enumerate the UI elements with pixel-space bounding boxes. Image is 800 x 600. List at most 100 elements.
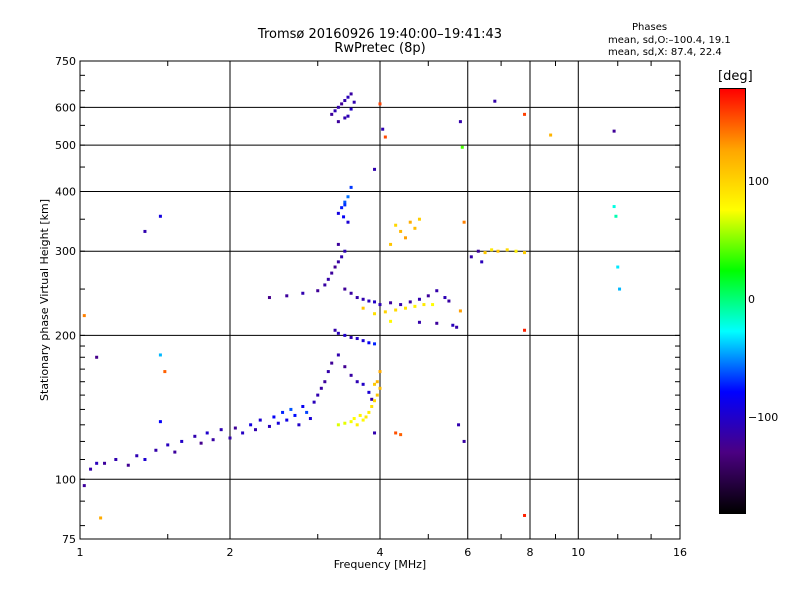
colorbar-tick-label: 100 (748, 175, 769, 189)
data-point (272, 415, 276, 419)
data-point (343, 249, 347, 253)
data-point (301, 291, 305, 295)
data-point (180, 439, 184, 443)
data-point (612, 205, 616, 209)
data-point (361, 306, 365, 310)
data-point (549, 133, 553, 137)
data-point (330, 271, 334, 275)
data-point (378, 303, 382, 307)
stats-heading: Phases (632, 22, 668, 33)
grid-lines (80, 61, 680, 539)
data-point (143, 229, 147, 233)
data-point (305, 410, 309, 414)
data-point (349, 291, 353, 295)
data-point (316, 289, 320, 293)
data-point (336, 331, 340, 335)
data-point (154, 448, 158, 452)
colorbar-tick-label: −100 (748, 410, 779, 424)
data-point (343, 421, 347, 425)
data-point (476, 249, 480, 253)
y-tick-label: 300 (55, 245, 76, 258)
data-point (319, 386, 323, 390)
data-point (336, 120, 340, 124)
data-point (166, 443, 170, 447)
data-point (355, 423, 359, 427)
data-point (285, 418, 289, 422)
data-point (496, 249, 500, 253)
data-point (614, 214, 618, 218)
phase-colorbar (719, 88, 746, 514)
data-point (349, 335, 353, 339)
data-point (193, 434, 197, 438)
data-point (457, 423, 461, 427)
data-point (276, 421, 280, 425)
data-point (355, 380, 359, 384)
data-point (89, 467, 93, 471)
data-point (378, 370, 382, 374)
data-point (381, 127, 385, 131)
y-axis-label: Stationary phase Virtual Height [km] (38, 199, 51, 401)
data-point (301, 404, 305, 408)
data-point (373, 167, 377, 171)
data-point (413, 304, 417, 308)
data-point (435, 289, 439, 293)
data-point (342, 215, 346, 219)
data-point (523, 328, 527, 332)
data-point (326, 277, 330, 281)
data-point (349, 92, 353, 96)
data-point (343, 333, 347, 337)
y-tick-label: 100 (55, 473, 76, 486)
data-point (355, 296, 359, 300)
data-point (349, 373, 353, 377)
data-point (451, 323, 455, 327)
data-point (336, 353, 340, 357)
data-point (367, 299, 371, 303)
data-point (383, 135, 387, 139)
data-point (413, 226, 417, 230)
data-point (399, 433, 403, 437)
data-point (431, 303, 435, 307)
data-point (95, 355, 99, 359)
stats-x-mode: mean, sd,X: 87.4, 22.4 (608, 47, 722, 58)
data-point (447, 299, 451, 303)
data-point (373, 382, 377, 386)
data-point (458, 309, 462, 313)
data-point (352, 417, 356, 421)
data-point (490, 248, 494, 252)
data-point (103, 461, 107, 465)
y-tick-label: 500 (55, 139, 76, 152)
x-tick-label: 1 (77, 546, 84, 559)
data-point (417, 297, 421, 301)
data-point (483, 251, 487, 255)
stats-o-mode: mean, sd,O:–100.4, 19.1 (608, 35, 731, 46)
data-point (389, 301, 393, 305)
x-tick-label: 16 (673, 546, 687, 559)
data-point (349, 420, 353, 424)
data-point (340, 102, 344, 106)
x-axis-label: Frequency [MHz] (334, 558, 426, 571)
data-point (422, 303, 426, 307)
x-tick-label: 10 (571, 546, 585, 559)
data-point (458, 120, 462, 124)
x-tick-label: 4 (377, 546, 384, 559)
data-point (126, 463, 130, 467)
data-point (333, 265, 337, 269)
data-point (514, 249, 518, 253)
data-point (114, 457, 118, 461)
data-point (370, 397, 374, 401)
plot-frame (79, 60, 681, 540)
data-point (367, 410, 371, 414)
data-point (297, 423, 301, 427)
y-tick-label: 75 (62, 533, 76, 546)
data-point (399, 303, 403, 307)
data-point (370, 404, 374, 408)
data-point (462, 220, 466, 224)
data-point (330, 361, 334, 365)
data-point (389, 242, 393, 246)
data-point (143, 457, 147, 461)
y-tick-label: 400 (55, 185, 76, 198)
data-point (367, 341, 371, 345)
data-point (455, 325, 459, 329)
data-point (426, 294, 430, 298)
data-point (375, 393, 379, 397)
